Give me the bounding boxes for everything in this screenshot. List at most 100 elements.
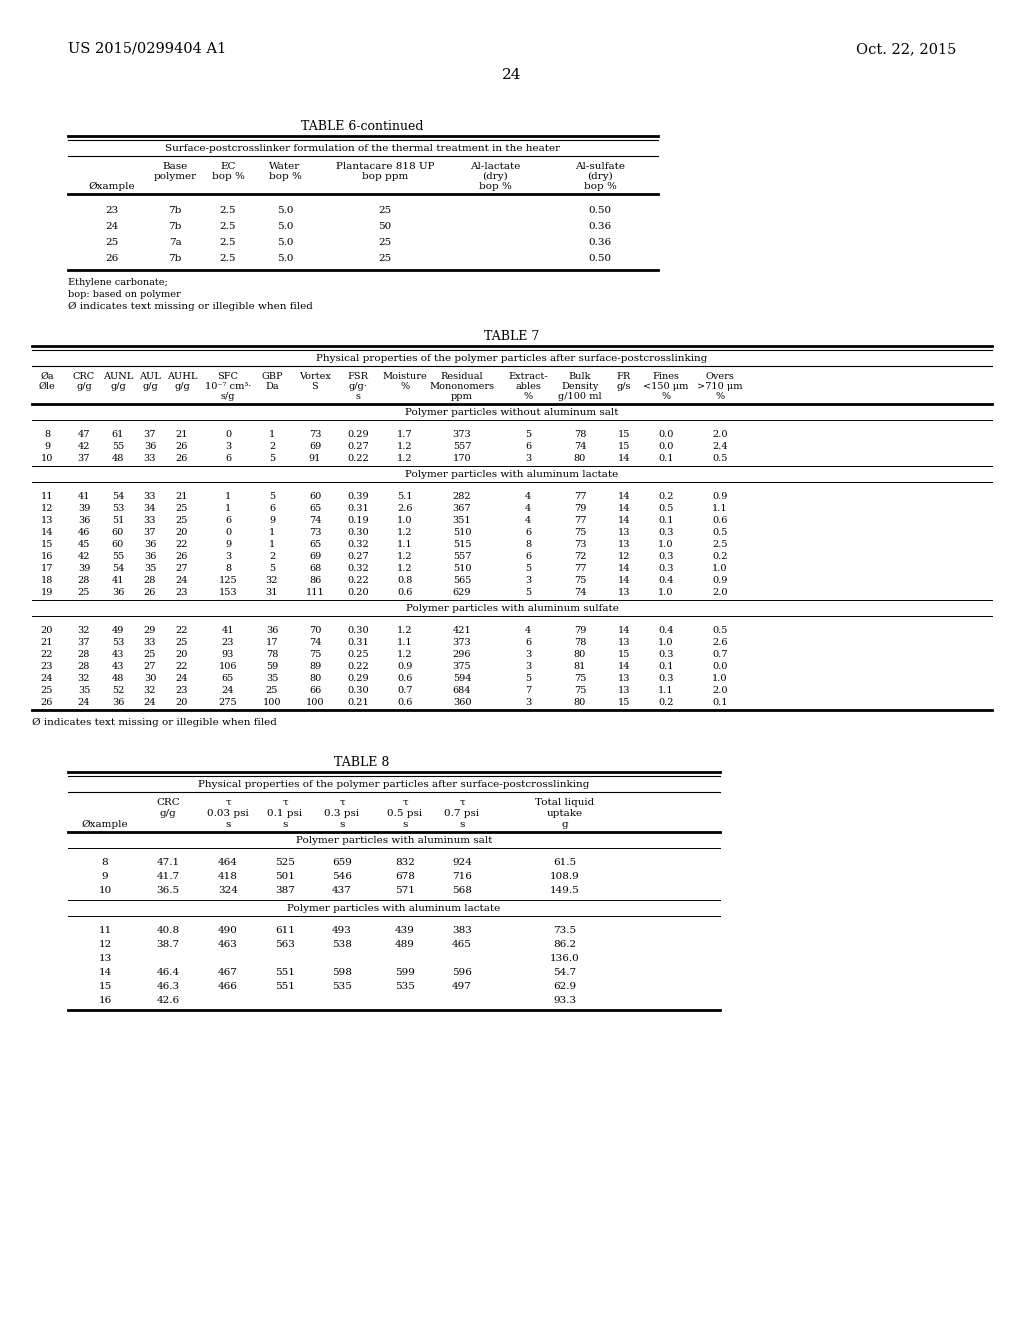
Text: s: s (402, 820, 408, 829)
Text: 59: 59 (266, 663, 279, 671)
Text: 77: 77 (573, 492, 587, 502)
Text: CRC: CRC (73, 372, 95, 381)
Text: uptake: uptake (547, 809, 583, 818)
Text: 23: 23 (105, 206, 119, 215)
Text: 5: 5 (525, 564, 531, 573)
Text: 8: 8 (525, 540, 531, 549)
Text: 367: 367 (453, 504, 471, 513)
Text: 100: 100 (263, 698, 282, 708)
Text: 53: 53 (112, 638, 124, 647)
Text: 41.7: 41.7 (157, 873, 179, 880)
Text: 86: 86 (309, 576, 322, 585)
Text: 421: 421 (453, 626, 471, 635)
Text: 1.0: 1.0 (713, 564, 728, 573)
Text: 55: 55 (112, 442, 124, 451)
Text: 15: 15 (98, 982, 112, 991)
Text: 11: 11 (98, 927, 112, 935)
Text: 78: 78 (573, 638, 586, 647)
Text: 565: 565 (453, 576, 471, 585)
Text: 0.5: 0.5 (713, 626, 728, 635)
Text: %: % (400, 381, 410, 391)
Text: 1.2: 1.2 (397, 649, 413, 659)
Text: 7b: 7b (168, 253, 181, 263)
Text: 32: 32 (78, 675, 90, 682)
Text: 28: 28 (143, 576, 157, 585)
Text: 510: 510 (453, 528, 471, 537)
Text: 551: 551 (275, 968, 295, 977)
Text: 52: 52 (112, 686, 124, 696)
Text: 37: 37 (143, 430, 157, 440)
Text: 74: 74 (573, 442, 587, 451)
Text: 2.5: 2.5 (220, 206, 237, 215)
Text: 46: 46 (78, 528, 90, 537)
Text: bop %: bop % (478, 182, 511, 191)
Text: 659: 659 (332, 858, 352, 867)
Text: 74: 74 (573, 587, 587, 597)
Text: 1.2: 1.2 (397, 454, 413, 463)
Text: 0.5 psi: 0.5 psi (387, 809, 423, 818)
Text: 18: 18 (41, 576, 53, 585)
Text: 1.0: 1.0 (658, 587, 674, 597)
Text: AUNL: AUNL (102, 372, 133, 381)
Text: τ: τ (459, 799, 465, 807)
Text: 0.30: 0.30 (347, 626, 369, 635)
Text: g/g: g/g (142, 381, 158, 391)
Text: 100: 100 (306, 698, 325, 708)
Text: 26: 26 (105, 253, 119, 263)
Text: 23: 23 (176, 686, 188, 696)
Text: 6: 6 (225, 454, 231, 463)
Text: 571: 571 (395, 886, 415, 895)
Text: 0.22: 0.22 (347, 576, 369, 585)
Text: 0.1: 0.1 (658, 663, 674, 671)
Text: 24: 24 (143, 698, 157, 708)
Text: 14: 14 (617, 564, 630, 573)
Text: 0.36: 0.36 (589, 222, 611, 231)
Text: 599: 599 (395, 968, 415, 977)
Text: 54.7: 54.7 (553, 968, 577, 977)
Text: 1.2: 1.2 (397, 552, 413, 561)
Text: bop ppm: bop ppm (361, 172, 409, 181)
Text: 11: 11 (41, 492, 53, 502)
Text: 0.22: 0.22 (347, 663, 369, 671)
Text: 611: 611 (275, 927, 295, 935)
Text: Polymer particles with aluminum lactate: Polymer particles with aluminum lactate (288, 904, 501, 913)
Text: 13: 13 (617, 587, 630, 597)
Text: Bulk: Bulk (568, 372, 591, 381)
Text: Total liquid: Total liquid (536, 799, 595, 807)
Text: 324: 324 (218, 886, 238, 895)
Text: s: s (225, 820, 230, 829)
Text: 463: 463 (218, 940, 238, 949)
Text: 551: 551 (275, 982, 295, 991)
Text: 65: 65 (309, 504, 322, 513)
Text: 0.5: 0.5 (713, 528, 728, 537)
Text: 31: 31 (266, 587, 279, 597)
Text: 2.5: 2.5 (713, 540, 728, 549)
Text: 0.8: 0.8 (397, 576, 413, 585)
Text: 568: 568 (452, 886, 472, 895)
Text: 68: 68 (309, 564, 322, 573)
Text: Øxample: Øxample (82, 820, 128, 829)
Text: 535: 535 (395, 982, 415, 991)
Text: <150 μm: <150 μm (643, 381, 689, 391)
Text: 1.2: 1.2 (397, 564, 413, 573)
Text: 924: 924 (452, 858, 472, 867)
Text: 490: 490 (218, 927, 238, 935)
Text: 10⁻⁷ cm³·: 10⁻⁷ cm³· (205, 381, 251, 391)
Text: 125: 125 (219, 576, 238, 585)
Text: 42: 42 (78, 442, 90, 451)
Text: 5.1: 5.1 (397, 492, 413, 502)
Text: 465: 465 (452, 940, 472, 949)
Text: 41: 41 (78, 492, 90, 502)
Text: 9: 9 (44, 442, 50, 451)
Text: 60: 60 (309, 492, 322, 502)
Text: Al-lactate: Al-lactate (470, 162, 520, 172)
Text: %: % (523, 392, 532, 401)
Text: 25: 25 (41, 686, 53, 696)
Text: 0.7 psi: 0.7 psi (444, 809, 479, 818)
Text: 598: 598 (332, 968, 352, 977)
Text: Overs: Overs (706, 372, 734, 381)
Text: 6: 6 (525, 528, 531, 537)
Text: Density: Density (561, 381, 599, 391)
Text: 5.0: 5.0 (276, 222, 293, 231)
Text: 563: 563 (275, 940, 295, 949)
